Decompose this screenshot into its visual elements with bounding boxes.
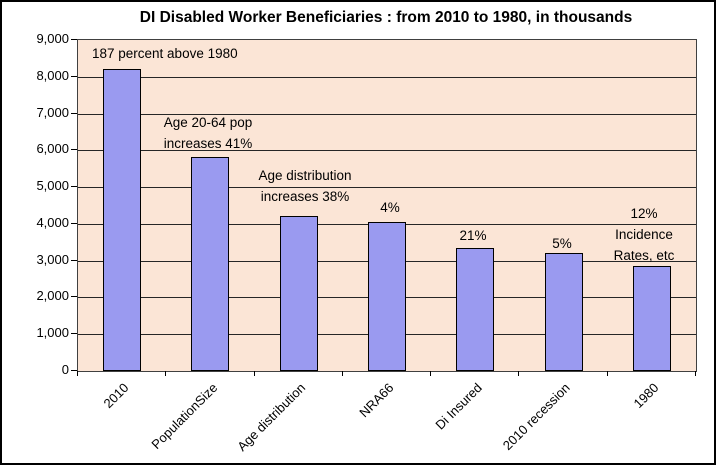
bar-NRA66 xyxy=(368,222,406,371)
bar-2010 xyxy=(103,69,142,371)
annotation-line: 187 percent above 1980 xyxy=(92,46,238,61)
y-axis-tick xyxy=(71,296,77,298)
y-axis-label: 0 xyxy=(61,362,69,377)
annotation-line: Age 20-64 pop xyxy=(163,115,253,130)
y-axis-tick xyxy=(71,259,77,261)
y-axis-tick xyxy=(71,112,77,114)
annotation-line: Age distribution xyxy=(258,168,352,183)
category-label-NRA66: NRA66 xyxy=(356,380,397,421)
y-axis-label: 7,000 xyxy=(36,104,69,120)
gridline xyxy=(78,76,696,78)
y-axis-label: 9,000 xyxy=(36,31,69,46)
bar-1980 xyxy=(632,266,671,371)
annotation-6: 12% Incidence Rates, etc xyxy=(614,203,675,266)
x-axis-tick xyxy=(430,371,432,376)
y-axis-tick xyxy=(71,333,77,335)
gridline xyxy=(78,113,696,115)
annotation-0: 187 percent above 1980 xyxy=(92,43,238,64)
x-axis-tick xyxy=(341,371,343,376)
annotation-line: Rates, etc xyxy=(613,248,675,263)
y-axis-tick xyxy=(71,39,77,40)
category-label-Age distribution: Age distribution xyxy=(234,380,309,454)
gridline xyxy=(78,150,696,152)
chart-title: DI Disabled Worker Beneficiaries : from … xyxy=(139,9,633,26)
annotation-4: 21% xyxy=(459,225,486,246)
y-axis-label: 1,000 xyxy=(36,325,69,341)
annotation-1: Age 20-64 pop increases 41% xyxy=(164,112,253,154)
annotation-line: Incidence xyxy=(615,227,673,242)
x-axis-tick xyxy=(253,371,255,376)
y-axis-label: 2,000 xyxy=(36,288,69,304)
annotation-line: 5% xyxy=(552,236,572,251)
bar-PopulationSize xyxy=(191,156,230,371)
y-axis-tick xyxy=(71,186,77,188)
bar-2010 recession xyxy=(544,253,583,371)
x-axis-tick xyxy=(518,371,520,376)
annotation-3: 4% xyxy=(380,197,400,218)
annotation-line: 12% xyxy=(630,206,658,221)
annotation-line: 4% xyxy=(380,200,400,215)
plot-area xyxy=(77,39,697,372)
annotation-5: 5% xyxy=(552,233,572,254)
x-axis-tick xyxy=(165,371,167,376)
gridline xyxy=(78,187,696,189)
annotation-2: Age distribution increases 38% xyxy=(258,165,351,207)
x-axis-tick xyxy=(77,371,78,376)
y-axis-label: 6,000 xyxy=(36,141,69,157)
y-axis-tick xyxy=(71,370,77,371)
annotation-line: increases 38% xyxy=(260,189,350,204)
category-label-2010: 2010 xyxy=(100,380,132,412)
y-axis-label: 5,000 xyxy=(36,178,69,194)
y-axis-tick xyxy=(71,222,77,224)
annotation-line: 21% xyxy=(459,228,487,243)
y-axis-label: 3,000 xyxy=(36,251,69,267)
y-axis-label: 8,000 xyxy=(36,67,69,83)
bar-Di Insured xyxy=(456,247,495,371)
y-axis-tick xyxy=(71,75,77,77)
category-label-1980: 1980 xyxy=(630,380,662,412)
y-axis-tick xyxy=(71,149,77,151)
category-label-Di Insured: Di Insured xyxy=(432,380,485,433)
x-axis-tick xyxy=(606,371,608,376)
annotation-line: increases 41% xyxy=(163,136,253,151)
category-label-PopulationSize: PopulationSize xyxy=(148,380,221,452)
y-axis-label: 4,000 xyxy=(36,214,69,230)
category-label-2010 recession: 2010 recession xyxy=(500,380,574,453)
bar-Age distribution xyxy=(279,215,318,371)
x-axis-tick xyxy=(695,371,696,376)
